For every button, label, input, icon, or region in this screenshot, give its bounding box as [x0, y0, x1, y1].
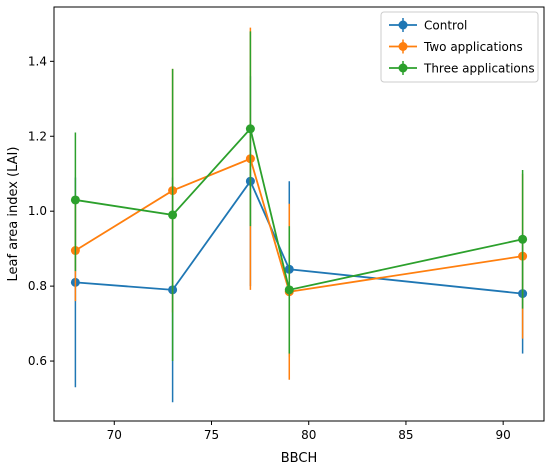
- x-tick-label: 90: [496, 428, 511, 442]
- y-axis-label: Leaf area index (LAI): [6, 147, 21, 282]
- legend-marker: [398, 63, 408, 73]
- legend-marker: [398, 20, 408, 30]
- legend-marker: [398, 42, 408, 51]
- legend-frame: [380, 11, 539, 83]
- x-axis: 70 75 80 85 90: [107, 421, 511, 442]
- data-point: [245, 124, 255, 134]
- y-tick-label: 0.8: [28, 279, 47, 293]
- legend: Control Two applications Three application…: [380, 11, 539, 83]
- series-layer: [70, 27, 528, 403]
- y-tick-label: 1.2: [28, 129, 47, 143]
- x-axis-label: BBCH: [281, 451, 317, 466]
- data-point: [70, 195, 80, 205]
- legend-label: Three applications: [423, 62, 535, 76]
- y-axis: 0.6 0.8 1.0 1.2 1.4: [28, 54, 54, 368]
- data-point: [284, 285, 294, 295]
- x-tick-label: 80: [301, 428, 316, 442]
- y-tick-label: 1.4: [28, 54, 47, 68]
- x-tick-label: 70: [107, 428, 122, 442]
- data-point: [518, 234, 528, 244]
- legend-label: Two applications: [423, 40, 523, 54]
- plot-frame: [53, 6, 545, 422]
- series-three-applications: [70, 31, 528, 362]
- legend-label: Control: [424, 19, 467, 33]
- y-tick-label: 1.0: [28, 204, 47, 218]
- y-tick-label: 0.6: [28, 354, 47, 368]
- x-tick-label: 75: [204, 428, 219, 442]
- data-point: [168, 210, 178, 220]
- x-tick-label: 85: [398, 428, 413, 442]
